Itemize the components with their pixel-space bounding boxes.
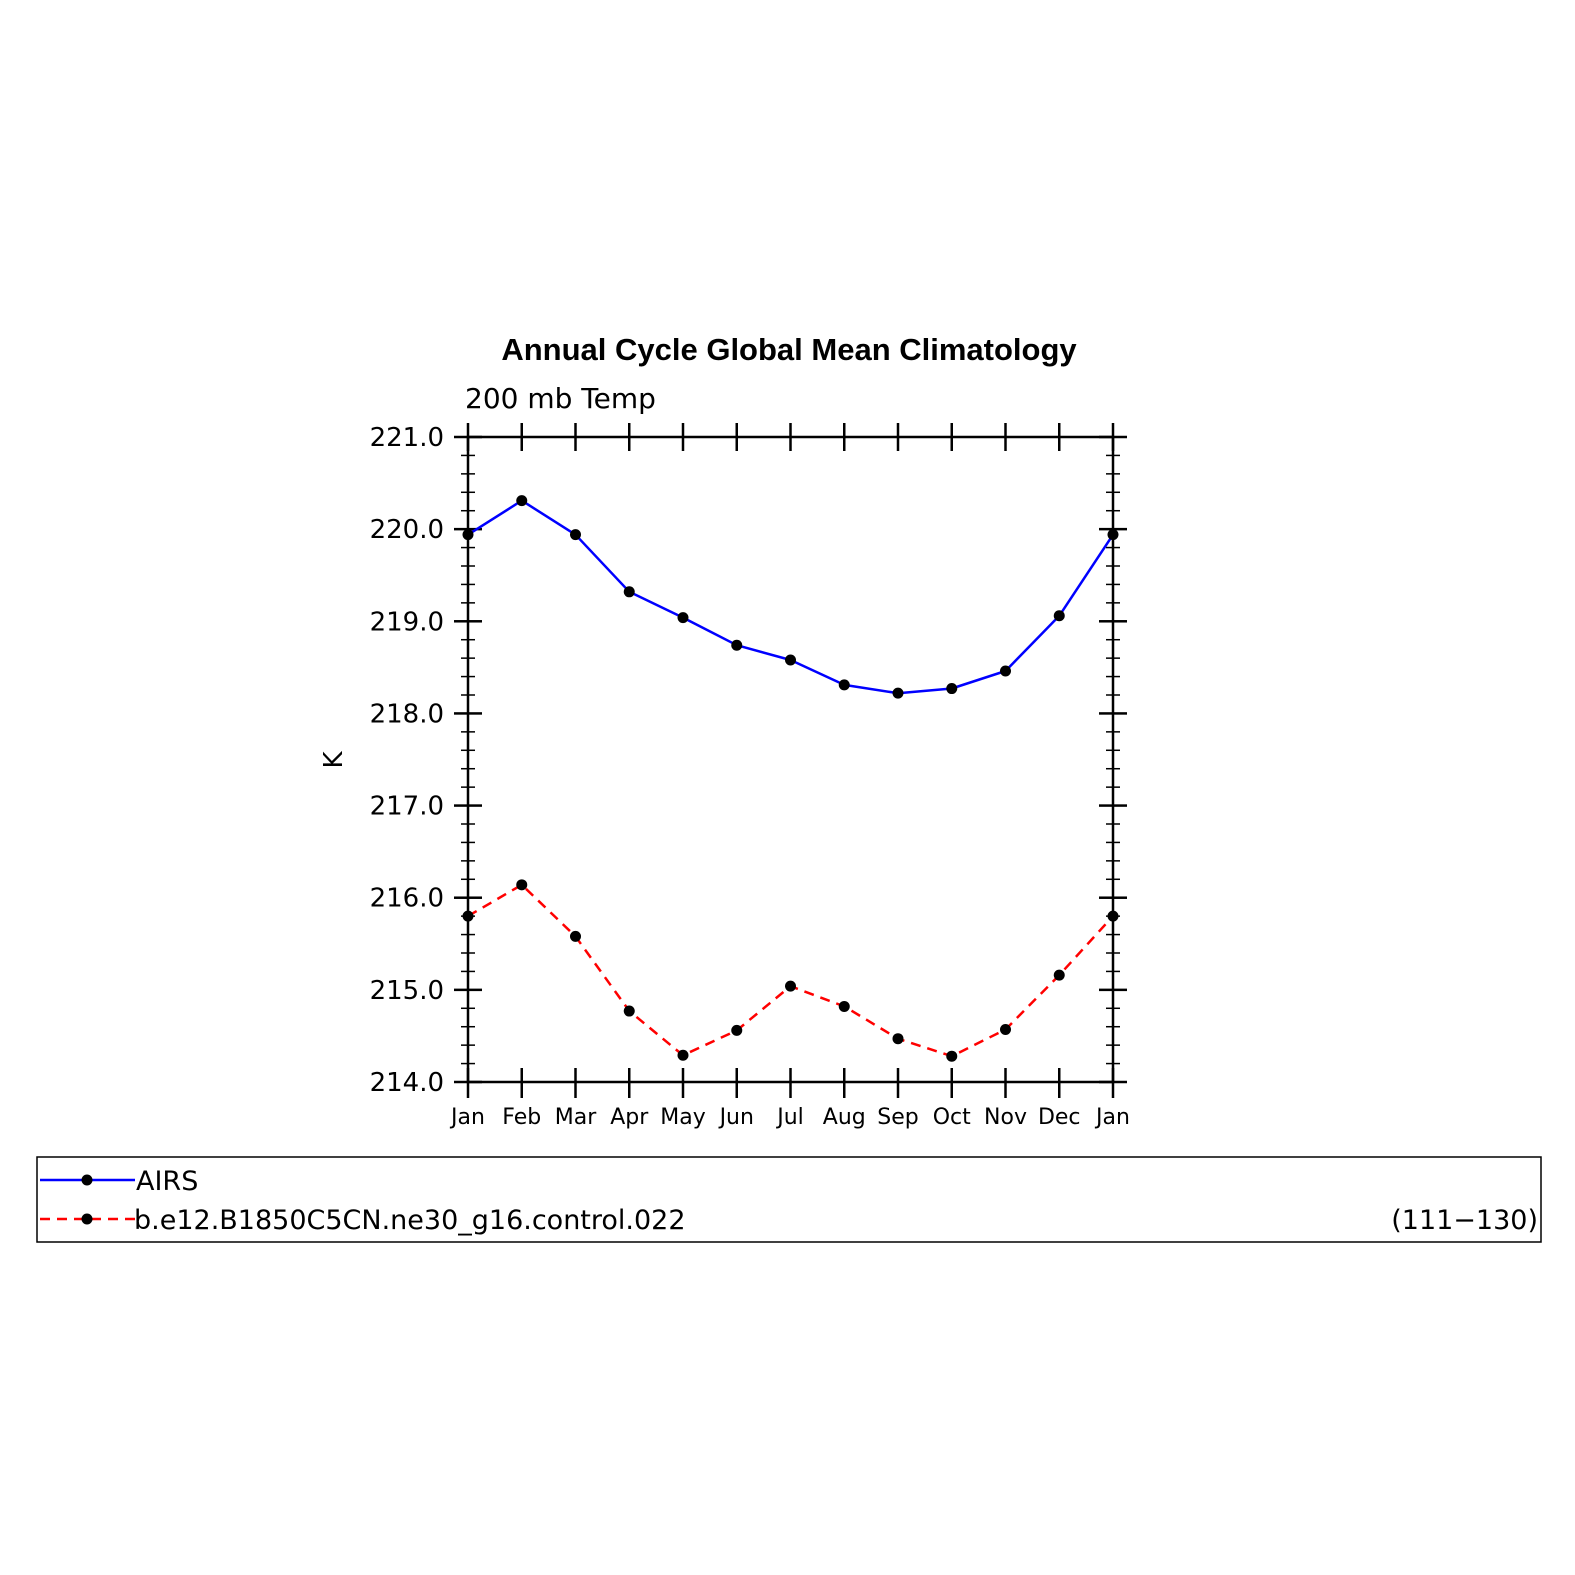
- x-tick-label: Jan: [1094, 1105, 1130, 1130]
- legend-label-model: b.e12.B1850C5CN.ne30_g16.control.022: [134, 1205, 686, 1236]
- y-tick-label: 220.0: [370, 515, 444, 545]
- y-axis-label: K: [319, 751, 349, 769]
- legend-year-range: (111−130): [1391, 1205, 1538, 1236]
- y-tick-label: 221.0: [370, 423, 444, 453]
- series-1-point: [516, 879, 528, 891]
- series-0-point: [623, 586, 635, 598]
- y-tick-label: 219.0: [370, 607, 444, 637]
- series-0-point: [892, 687, 904, 699]
- series-1-point: [462, 910, 474, 922]
- series-1-point: [623, 1005, 635, 1017]
- legend: AIRS b.e12.B1850C5CN.ne30_g16.control.02…: [36, 1156, 1542, 1243]
- y-tick-label: 216.0: [370, 884, 444, 914]
- chart-title: Annual Cycle Global Mean Climatology: [501, 332, 1077, 367]
- y-axis: 214.0 215.0 216.0 217.0 218.0 219.0 220.0 221.0: [370, 423, 1127, 1098]
- legend-marker-airs: [81, 1174, 93, 1186]
- x-tick-label: May: [660, 1105, 705, 1130]
- series-0-point: [1053, 610, 1065, 622]
- x-tick-label: Sep: [877, 1105, 918, 1130]
- y-tick-label: 218.0: [370, 699, 444, 729]
- series-0-point: [1000, 665, 1011, 677]
- series-0-point: [1107, 529, 1119, 541]
- y-tick-label: 217.0: [370, 792, 444, 822]
- series-0-point: [570, 529, 581, 541]
- series-1-point: [677, 1049, 689, 1061]
- x-axis: Jan Feb Mar Apr May Jun Jul Aug Sep Oct Nov Dec Jan: [449, 423, 1130, 1130]
- y-tick-label: 215.0: [370, 976, 444, 1006]
- series-0-point: [731, 639, 743, 651]
- series-0-point: [516, 495, 528, 507]
- series-0-point: [677, 612, 689, 624]
- series-1-point: [892, 1033, 904, 1045]
- x-tick-label: Jul: [775, 1105, 804, 1130]
- x-tick-label: Jan: [449, 1105, 485, 1130]
- x-tick-label: Jun: [718, 1105, 754, 1130]
- x-tick-label: Dec: [1038, 1105, 1081, 1130]
- chart-subtitle: 200 mb Temp: [465, 382, 656, 415]
- series-0-point: [838, 679, 850, 691]
- series-1-point: [838, 1000, 850, 1012]
- series-0-point: [462, 529, 474, 541]
- y-tick-label: 214.0: [370, 1068, 444, 1098]
- series-group: [462, 495, 1119, 1062]
- x-tick-label: Apr: [610, 1105, 649, 1130]
- series-0-point: [946, 683, 958, 695]
- legend-label-airs: AIRS: [136, 1166, 198, 1197]
- series-1-point: [785, 980, 796, 992]
- x-tick-label: Oct: [933, 1105, 971, 1130]
- x-tick-label: Feb: [502, 1105, 541, 1130]
- series-1-point: [731, 1024, 743, 1036]
- legend-marker-model: [81, 1213, 93, 1225]
- x-tick-label: Nov: [984, 1105, 1027, 1130]
- x-tick-label: Aug: [823, 1105, 866, 1130]
- series-1-point: [1107, 910, 1119, 922]
- series-1-point: [570, 930, 581, 942]
- x-tick-label: Mar: [555, 1105, 597, 1130]
- legend-box: [36, 1156, 1542, 1243]
- series-1-point: [1053, 969, 1065, 981]
- series-0-point: [785, 654, 796, 666]
- series-1-point: [1000, 1023, 1011, 1035]
- series-1-point: [946, 1050, 958, 1062]
- series-line-1: [467, 883, 1114, 1058]
